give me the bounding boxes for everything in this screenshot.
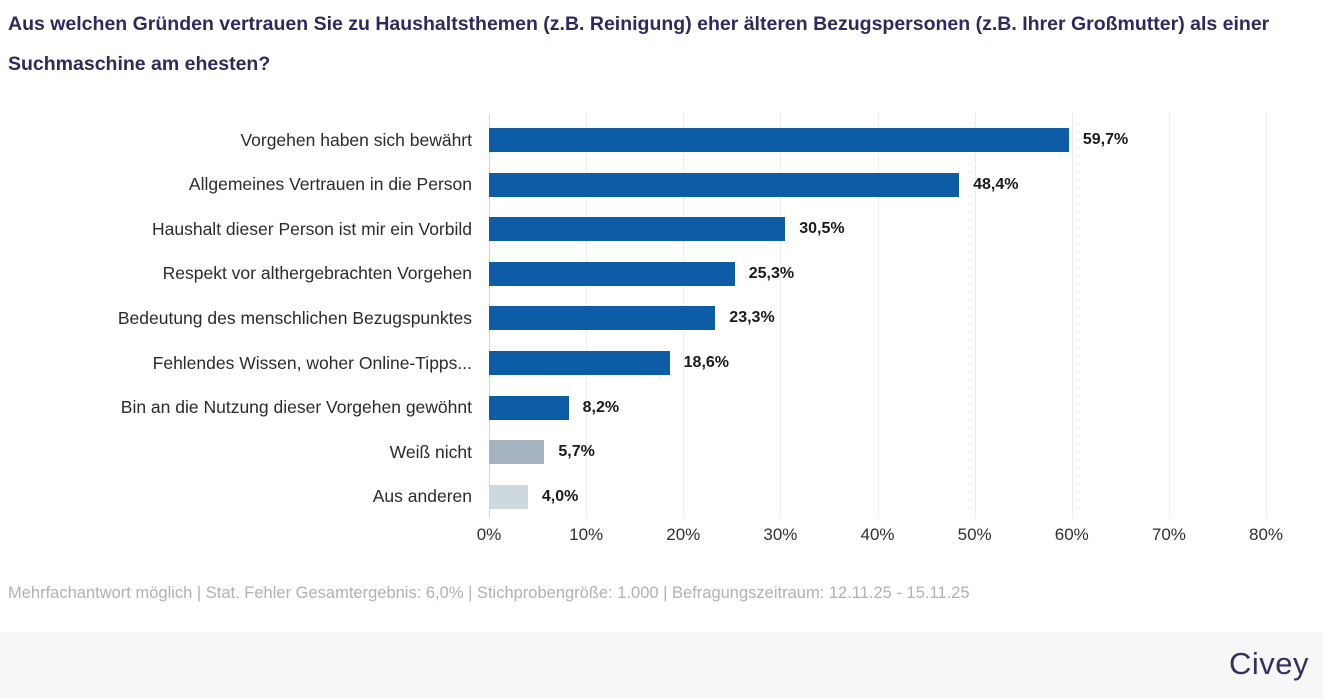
survey-metadata: Mehrfachantwort möglich | Stat. Fehler G… xyxy=(8,584,970,602)
bar xyxy=(489,172,960,197)
value-label: 48,4% xyxy=(973,175,1019,193)
x-tick-label: 30% xyxy=(763,525,798,544)
chart-row: Respekt vor althergebrachten Vorgehen 25,… xyxy=(0,252,1323,297)
chart-row: Haushalt dieser Person ist mir ein Vorbi… xyxy=(0,207,1323,252)
value-label: 8,2% xyxy=(582,398,620,416)
value-label: 25,3% xyxy=(748,264,795,282)
chart-title: Aus welchen Gründen vertrauen Sie zu Hau… xyxy=(8,13,1270,75)
footer-bar: Civey xyxy=(0,632,1323,698)
x-axis: 0% 10% 20% 30% 40% 50% 60% 70% 80% xyxy=(0,525,1323,547)
category-label: Fehlendes Wissen, woher Online-Tipps... xyxy=(152,352,472,373)
category-label: Vorgehen haben sich bewährt xyxy=(240,129,472,150)
value-label: 5,7% xyxy=(558,443,595,461)
category-label: Bedeutung des menschlichen Bezugspunktes xyxy=(117,307,472,328)
value-label: 4,0% xyxy=(541,487,579,505)
bar-track: 4,0% xyxy=(489,484,1266,509)
chart-row: Bedeutung des menschlichen Bezugspunktes… xyxy=(0,296,1323,341)
bar-track: 59,7% xyxy=(489,128,1266,153)
bar-track: 8,2% xyxy=(489,395,1266,420)
bar xyxy=(489,395,569,420)
bar xyxy=(489,306,716,331)
x-tick-label: 20% xyxy=(666,525,701,544)
bar xyxy=(489,217,786,242)
x-tick-label: 50% xyxy=(957,525,992,544)
bar xyxy=(489,351,670,375)
value-label: 18,6% xyxy=(683,354,730,371)
x-tick-label: 40% xyxy=(860,525,895,544)
category-label: Allgemeines Vertrauen in die Person xyxy=(188,174,472,195)
chart-row: Aus anderen 4,0% xyxy=(0,474,1323,519)
bar-track: 18,6% xyxy=(489,351,1266,375)
x-tick-label: 10% xyxy=(569,525,604,544)
x-tick-label: 0% xyxy=(476,525,502,544)
chart-row: Vorgehen haben sich bewährt 59,7% xyxy=(0,118,1323,163)
bar-chart: Vorgehen haben sich bewährt 59,7% Allgemei… xyxy=(0,114,1323,519)
value-label: 30,5% xyxy=(799,220,845,238)
x-tick-label: 80% xyxy=(1248,525,1284,544)
bar-track: 25,3% xyxy=(489,261,1266,286)
chart-row: Bin an die Nutzung dieser Vorgehen gewöh… xyxy=(0,385,1323,430)
value-label: 59,7% xyxy=(1082,131,1129,149)
bar xyxy=(489,261,735,286)
chart-row: Fehlendes Wissen, woher Online-Tipps... 1… xyxy=(0,341,1323,386)
category-label: Weiß nicht xyxy=(389,441,472,462)
bar-track: 30,5% xyxy=(489,217,1266,242)
category-label: Aus anderen xyxy=(372,486,472,507)
chart-row: Weiß nicht 5,7% xyxy=(0,430,1323,475)
x-tick-label: 70% xyxy=(1151,525,1186,544)
bar-track: 5,7% xyxy=(489,440,1266,465)
chart-row: Allgemeines Vertrauen in die Person 48,4% xyxy=(0,163,1323,208)
bar-track: 23,3% xyxy=(489,306,1266,331)
category-label: Haushalt dieser Person ist mir ein Vorbi… xyxy=(151,218,472,239)
category-label: Bin an die Nutzung dieser Vorgehen gewöh… xyxy=(120,397,472,418)
bar xyxy=(489,128,1069,153)
bar-track: 48,4% xyxy=(489,172,1266,197)
value-label: 23,3% xyxy=(729,309,775,327)
bar xyxy=(489,484,528,509)
chart-rows: Vorgehen haben sich bewährt 59,7% Allgemei… xyxy=(0,118,1323,519)
civey-logo: Civey xyxy=(1228,646,1309,681)
x-tick-label: 60% xyxy=(1054,525,1089,544)
bar xyxy=(489,440,545,465)
category-label: Respekt vor althergebrachten Vorgehen xyxy=(162,263,472,284)
